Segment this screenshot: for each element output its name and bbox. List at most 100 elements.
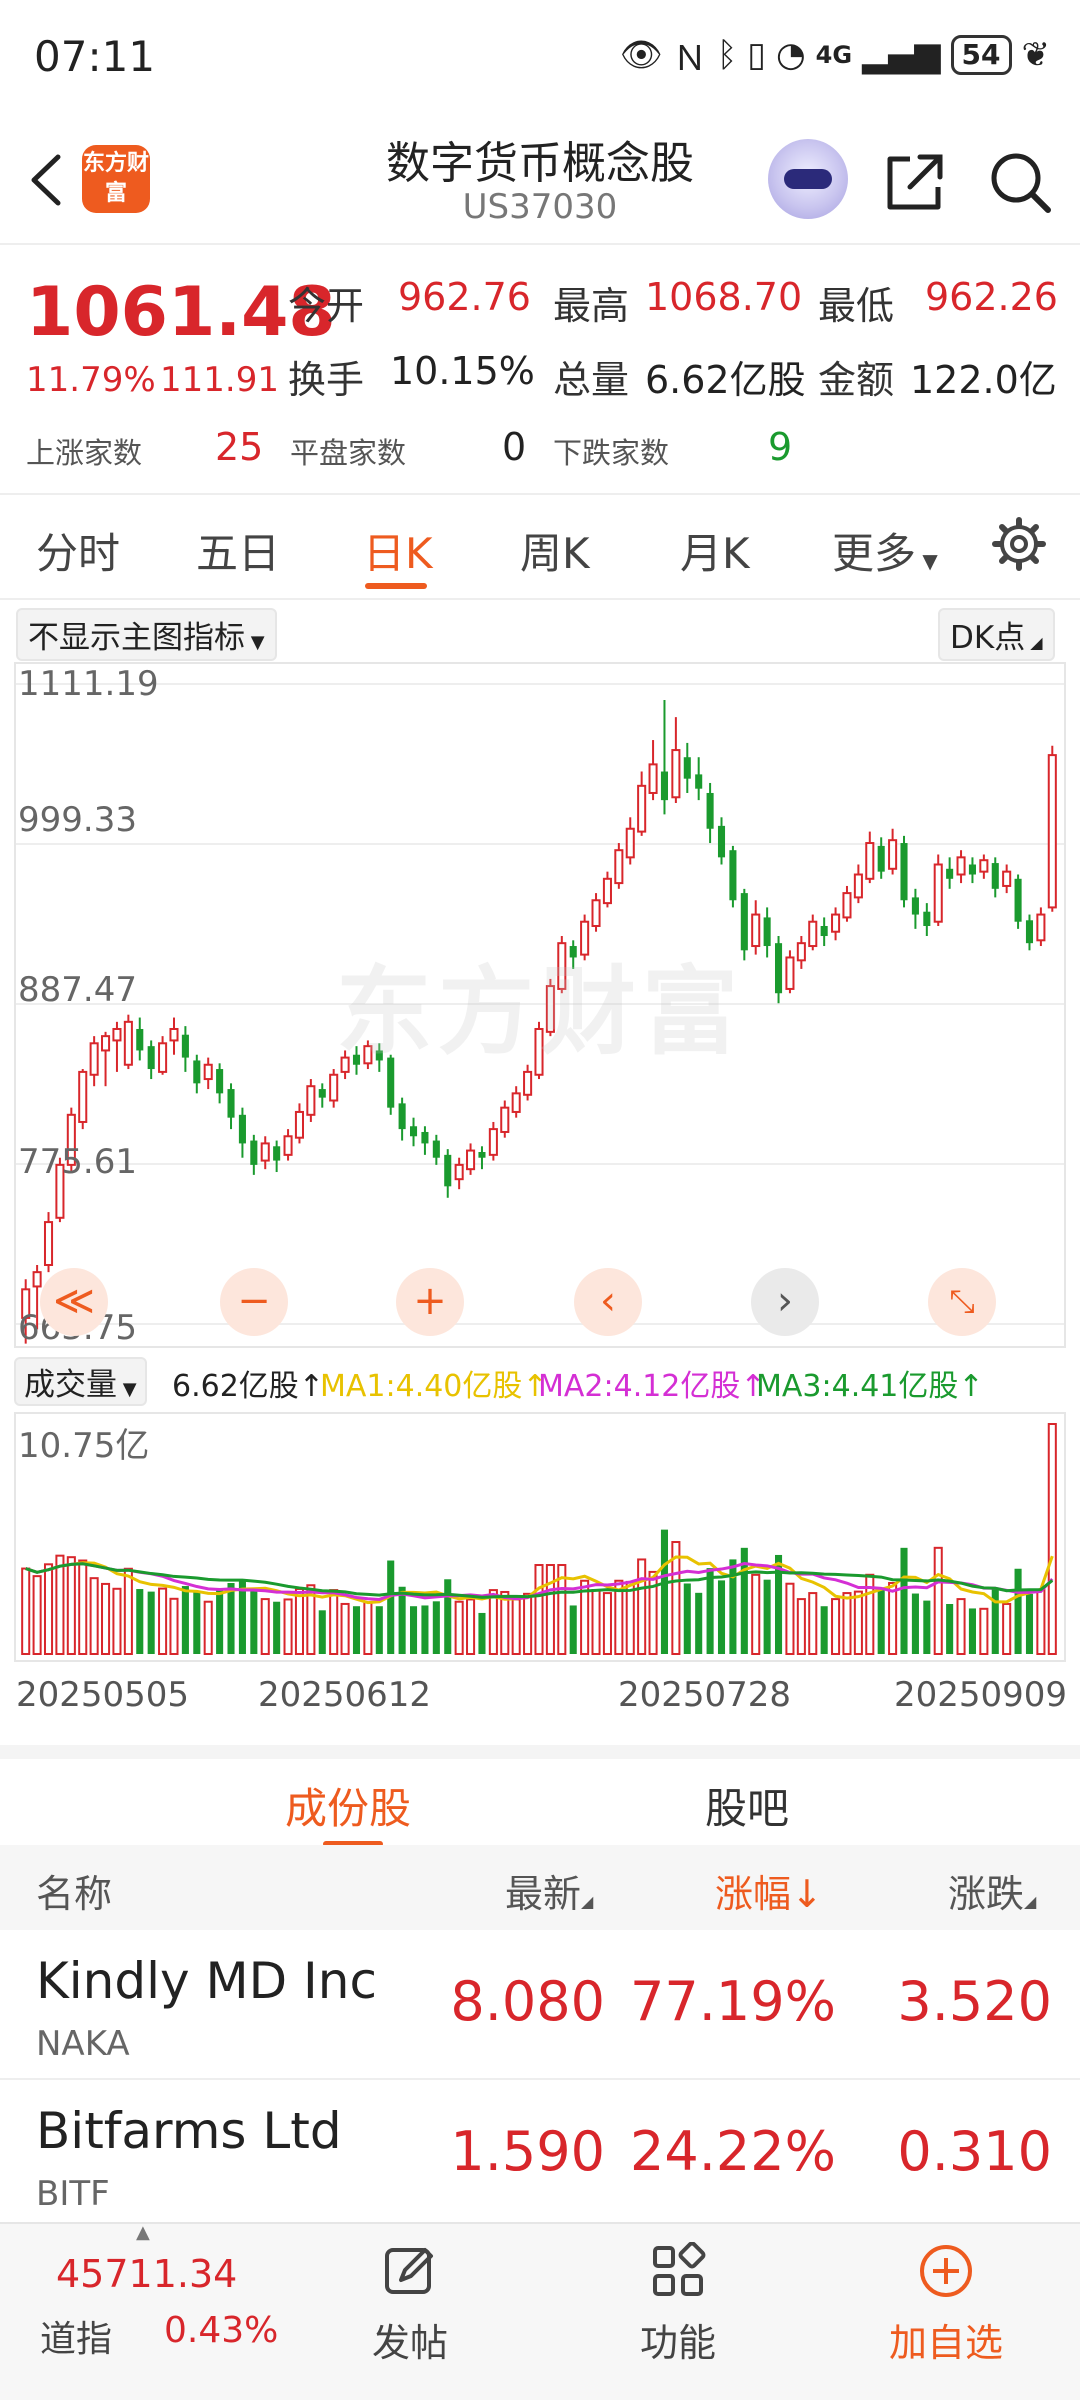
tab-five-day[interactable]: 五日	[196, 529, 281, 578]
share-icon[interactable]	[880, 147, 950, 217]
add-watchlist-button[interactable]: 加自选	[866, 2242, 1026, 2367]
volume-bar	[55, 1554, 65, 1655]
volume-legend: 成交量 ▼ 6.62亿股↑ MA1:4.40亿股↑ MA2:4.12亿股↑ MA…	[14, 1355, 1066, 1407]
wifi-icon: ◔	[776, 35, 806, 75]
stock-change: 3.520	[897, 1970, 1052, 2033]
candle-body	[785, 956, 795, 990]
candle-body	[706, 792, 714, 829]
volume-bar	[398, 1586, 406, 1654]
candle-body	[580, 920, 590, 956]
search-icon[interactable]	[985, 147, 1055, 217]
ma2-value: MA2:4.12亿股↑	[538, 1369, 766, 1404]
tab-more[interactable]: 更多 ▼	[832, 520, 938, 581]
volume-bar	[991, 1588, 999, 1654]
volume-bar	[602, 1592, 612, 1655]
tab-weekly-k[interactable]: 周K	[520, 529, 590, 578]
post-button[interactable]: 发帖	[330, 2242, 490, 2367]
candle-body	[273, 1146, 281, 1161]
col-last-label: 最新	[505, 1872, 582, 1916]
col-change-percent[interactable]: 涨幅↓	[715, 1872, 823, 1916]
tab-more-label: 更多	[832, 529, 917, 578]
gear-icon[interactable]	[990, 515, 1048, 573]
candle-body	[511, 1092, 521, 1113]
step-back-button[interactable]: ‹	[574, 1268, 642, 1336]
dk-point-button[interactable]: DK点 ◢	[938, 608, 1055, 661]
tab-intraday[interactable]: 分时	[36, 529, 121, 578]
volume-bar	[842, 1592, 852, 1655]
volume-bar	[717, 1580, 726, 1654]
volume-bar	[923, 1600, 931, 1654]
candle-body	[763, 917, 771, 947]
post-label: 发帖	[371, 2321, 448, 2365]
flat-count: 0	[502, 425, 527, 469]
section-tabs: 成份股 股吧	[0, 1745, 1080, 1847]
back-arrow-icon[interactable]	[20, 145, 80, 215]
page-title: 数字货币概念股	[386, 138, 694, 189]
zoom-out-button[interactable]: −	[220, 1268, 288, 1336]
index-name: 道指	[40, 2319, 113, 2360]
tab-forum[interactable]: 股吧	[705, 1784, 790, 1833]
candle-body	[751, 913, 761, 948]
bluetooth-icon: ᛒ	[716, 35, 738, 75]
tab-daily-k[interactable]: 日K	[363, 529, 433, 578]
candlestick-chart[interactable]: 东方财富 1111.19 999.33 887.47 775.61 663.75	[14, 662, 1066, 1348]
candle-body	[500, 1106, 510, 1133]
candle-body	[238, 1114, 246, 1144]
volume-bar	[375, 1606, 383, 1654]
volume-bar	[66, 1556, 76, 1656]
index-ticker[interactable]: ▲ 45711.34 道指 0.43%	[36, 2222, 336, 2394]
candle-body	[454, 1163, 464, 1181]
volume-indicator-label: 成交量	[24, 1367, 117, 1403]
volume-chart[interactable]: 10.75亿	[14, 1412, 1066, 1662]
volume-bar	[751, 1573, 761, 1655]
step-forward-button[interactable]: ›	[751, 1268, 819, 1336]
volume-indicator-select[interactable]: 成交量 ▼	[14, 1357, 147, 1406]
candle-body	[294, 1110, 304, 1139]
ai-assistant-icon[interactable]	[768, 139, 848, 219]
volume-bar	[78, 1559, 88, 1655]
main-indicator-select[interactable]: 不显示主图指标 ▼	[16, 608, 277, 661]
candle-body	[260, 1142, 270, 1162]
volume-bar	[123, 1567, 133, 1655]
tab-monthly-k[interactable]: 月K	[680, 529, 750, 578]
candle-body	[158, 1042, 168, 1073]
fullscreen-icon[interactable]: ⤡	[928, 1268, 996, 1336]
candle-body	[283, 1135, 293, 1156]
col-change[interactable]: 涨跌◢	[948, 1863, 1036, 1918]
down-count-label: 下跌家数	[553, 436, 670, 470]
active-tab-indicator	[323, 1841, 383, 1847]
battery-icon: 54	[950, 35, 1012, 75]
volume-bar	[1002, 1602, 1012, 1656]
candle-body	[923, 911, 931, 927]
candle-body	[842, 892, 852, 919]
volume-bar	[637, 1558, 647, 1655]
volume-bar	[329, 1589, 339, 1655]
volume-bar	[591, 1589, 601, 1655]
table-row[interactable]: Bitfarms Ltd BITF 1.590 24.22% 0.310	[0, 2080, 1080, 2230]
add-watchlist-label: 加自选	[888, 2321, 1003, 2365]
volume-bar	[671, 1541, 681, 1655]
volume-bar	[625, 1580, 635, 1655]
candle-body	[729, 850, 737, 901]
fast-backward-button[interactable]: ≪	[40, 1268, 108, 1336]
network-label: 4G	[815, 41, 853, 69]
volume-bar	[250, 1589, 258, 1654]
volume-bar	[136, 1589, 144, 1654]
col-last[interactable]: 最新◢	[505, 1863, 593, 1918]
functions-button[interactable]: 功能	[598, 2241, 758, 2367]
volume-bar	[478, 1612, 486, 1654]
candle-body	[820, 926, 828, 937]
table-row[interactable]: Kindly MD Inc NAKA 8.080 77.19% 3.520	[0, 1930, 1080, 2080]
volume-bar	[1036, 1589, 1046, 1655]
volume-bar	[695, 1592, 703, 1654]
stock-code: BITF	[36, 2174, 110, 2214]
tab-constituents[interactable]: 成份股	[285, 1784, 412, 1833]
volume-bar	[648, 1570, 658, 1655]
candle-body	[66, 1113, 76, 1166]
volume-bar	[306, 1584, 316, 1656]
table-header: 名称 最新◢ 涨幅↓ 涨跌◢	[0, 1845, 1080, 1930]
candle-body	[946, 868, 954, 879]
zoom-in-button[interactable]: +	[396, 1268, 464, 1336]
y-tick-label: 1111.19	[18, 664, 159, 704]
stock-last: 1.590	[450, 2120, 605, 2183]
